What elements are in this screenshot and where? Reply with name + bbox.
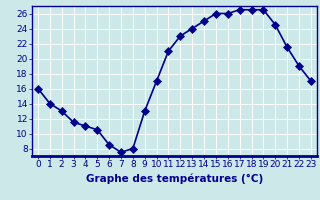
X-axis label: Graphe des températures (°C): Graphe des températures (°C): [86, 173, 263, 184]
